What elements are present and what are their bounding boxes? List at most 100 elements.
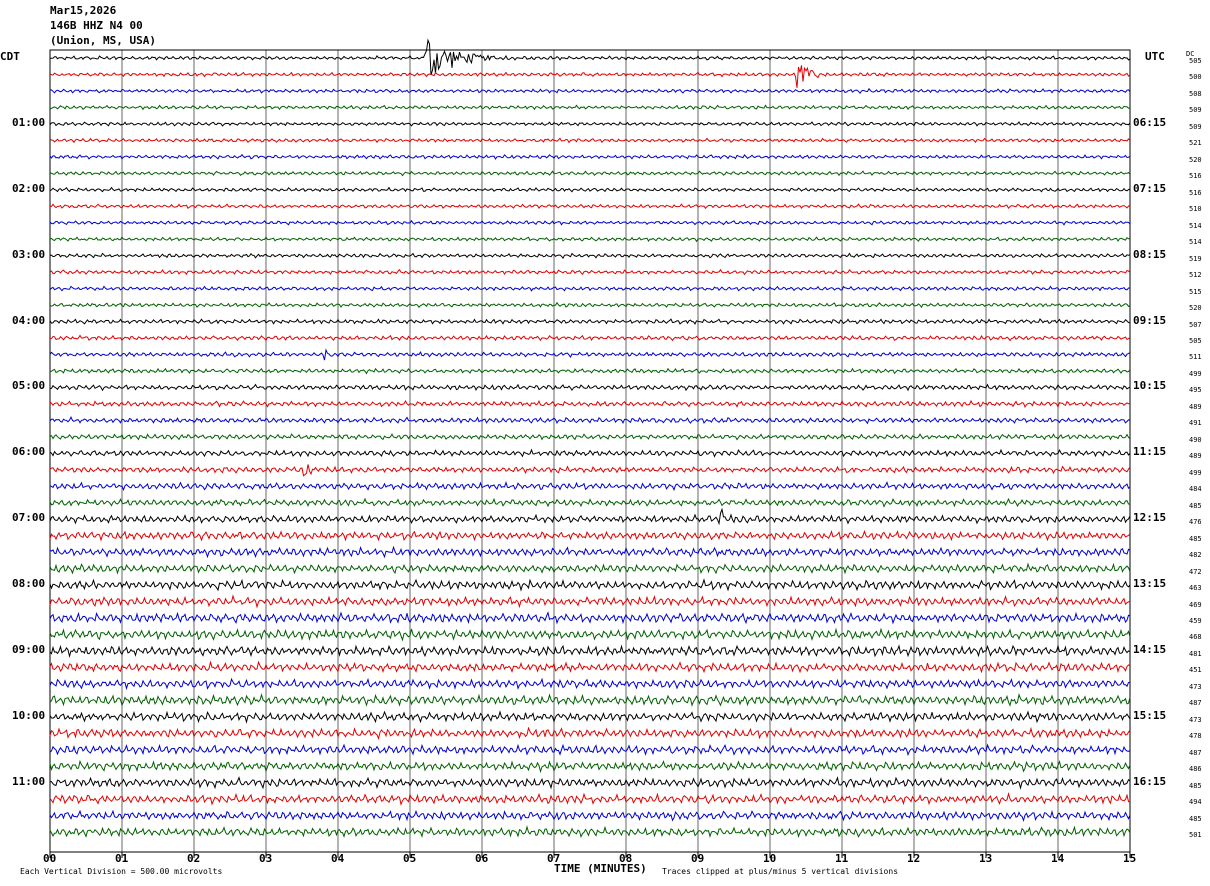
dc-offset-value: 481 — [1189, 649, 1202, 658]
dc-offset-value: 451 — [1189, 666, 1202, 675]
trace-row-13 — [49, 268, 1131, 276]
trace-row-19 — [49, 367, 1131, 375]
dc-offset-value: 485 — [1189, 534, 1202, 543]
dc-offset-value: 505 — [1189, 336, 1202, 345]
trace-row-2 — [49, 87, 1131, 95]
trace-row-1 — [49, 65, 1131, 88]
trace-row-45 — [49, 792, 1131, 806]
dc-offset-value: 463 — [1189, 584, 1202, 593]
trace-row-34 — [49, 611, 1131, 625]
trace-row-30 — [49, 545, 1131, 559]
right-time-label: 11:15 — [1133, 445, 1167, 459]
dc-offset-value: 473 — [1189, 682, 1202, 691]
clip-note: Traces clipped at plus/minus 5 vertical … — [662, 867, 899, 876]
trace-row-17 — [49, 334, 1131, 342]
header-date: Mar15,2026 — [50, 4, 117, 17]
dc-offset-value: 459 — [1189, 616, 1202, 625]
trace-row-43 — [49, 759, 1131, 774]
trace-row-33 — [49, 594, 1131, 609]
scale-note: Each Vertical Division = 500.00 microvol… — [20, 867, 223, 876]
trace-row-27 — [49, 497, 1131, 508]
trace-row-6 — [49, 153, 1131, 160]
minute-grid — [49, 49, 1131, 858]
dc-offset-value: 519 — [1189, 254, 1202, 263]
trace-row-35 — [49, 627, 1131, 642]
trace-row-15 — [49, 301, 1131, 309]
x-tick-label: 11 — [835, 852, 849, 865]
left-time-label: 02:00 — [12, 181, 46, 195]
x-tick-label: 15 — [1123, 852, 1137, 865]
trace-row-47 — [49, 825, 1131, 839]
x-tick-label: 06 — [475, 852, 489, 865]
right-time-label: 07:15 — [1133, 181, 1167, 195]
trace-row-16 — [49, 318, 1131, 325]
trace-row-39 — [49, 693, 1131, 707]
trace-row-0 — [50, 38, 1131, 76]
trace-row-3 — [49, 104, 1131, 111]
dc-header: DC — [1186, 50, 1195, 58]
dc-offset-value: 495 — [1189, 386, 1202, 395]
left-time-label: 09:00 — [12, 642, 46, 656]
trace-row-20 — [49, 383, 1131, 392]
right-time-label: 06:15 — [1133, 115, 1167, 129]
right-timezone-label: UTC — [1145, 50, 1165, 63]
dc-offset-value: 514 — [1189, 221, 1202, 230]
right-time-label: 14:15 — [1133, 642, 1167, 656]
dc-offset-value: 491 — [1189, 419, 1202, 428]
left-time-label: 04:00 — [12, 313, 46, 327]
trace-row-21 — [49, 399, 1130, 409]
trace-row-46 — [49, 809, 1131, 823]
trace-row-37 — [49, 660, 1131, 674]
header-station: 146B HHZ N4 00 — [50, 19, 143, 32]
dc-offset-value: 468 — [1189, 633, 1202, 642]
trace-row-24 — [49, 448, 1131, 458]
dc-offset-value: 485 — [1189, 781, 1202, 790]
left-time-label: 07:00 — [12, 511, 46, 525]
dc-offset-value: 478 — [1189, 732, 1202, 741]
x-tick-label: 02 — [187, 852, 201, 865]
dc-offset-value: 485 — [1189, 814, 1202, 823]
dc-offset-value: 484 — [1189, 485, 1202, 494]
dc-offset-value: 494 — [1189, 798, 1202, 807]
trace-row-36 — [49, 644, 1131, 659]
trace-row-18 — [49, 348, 1131, 361]
dc-offset-value: 510 — [1189, 205, 1202, 214]
x-tick-label: 10 — [763, 852, 777, 865]
x-tick-label: 08 — [619, 852, 633, 865]
dc-offset-value: 516 — [1189, 172, 1202, 181]
trace-row-44 — [49, 776, 1131, 790]
x-tick-label: 12 — [907, 852, 921, 865]
left-time-label: 11:00 — [12, 774, 46, 788]
x-tick-label: 05 — [403, 852, 417, 865]
dc-offset-value: 520 — [1189, 304, 1202, 313]
left-time-label: 03:00 — [12, 247, 46, 261]
trace-row-28 — [49, 507, 1131, 526]
x-tick-label: 13 — [979, 852, 993, 865]
trace-row-9 — [49, 203, 1131, 210]
x-tick-label: 09 — [691, 852, 705, 865]
dc-offset-value: 520 — [1189, 155, 1202, 164]
dc-offset-value: 501 — [1189, 831, 1202, 840]
trace-row-22 — [49, 416, 1131, 425]
dc-offset-value: 508 — [1189, 89, 1202, 98]
dc-offset-value: 482 — [1189, 551, 1202, 560]
dc-offset-value: 487 — [1189, 748, 1202, 757]
dc-offset-value: 512 — [1189, 271, 1202, 280]
left-time-label: 05:00 — [12, 379, 46, 393]
left-time-label: 06:00 — [12, 445, 46, 459]
dc-offset-value: 516 — [1189, 188, 1202, 197]
trace-row-32 — [49, 578, 1131, 592]
left-timezone-label: CDT — [0, 50, 20, 63]
trace-row-14 — [49, 285, 1130, 292]
trace-row-38 — [49, 677, 1131, 691]
trace-row-41 — [49, 726, 1131, 741]
dc-offset-value: 486 — [1189, 765, 1202, 774]
dc-offset-value: 500 — [1189, 73, 1202, 82]
dc-offset-value: 514 — [1189, 238, 1202, 247]
left-time-label: 10:00 — [12, 708, 46, 722]
dc-offset-value: 499 — [1189, 468, 1202, 477]
dc-offset-value: 515 — [1189, 287, 1202, 296]
right-time-label: 09:15 — [1133, 313, 1167, 327]
dc-offset-value: 499 — [1189, 369, 1202, 378]
dc-offset-value: 485 — [1189, 501, 1202, 510]
